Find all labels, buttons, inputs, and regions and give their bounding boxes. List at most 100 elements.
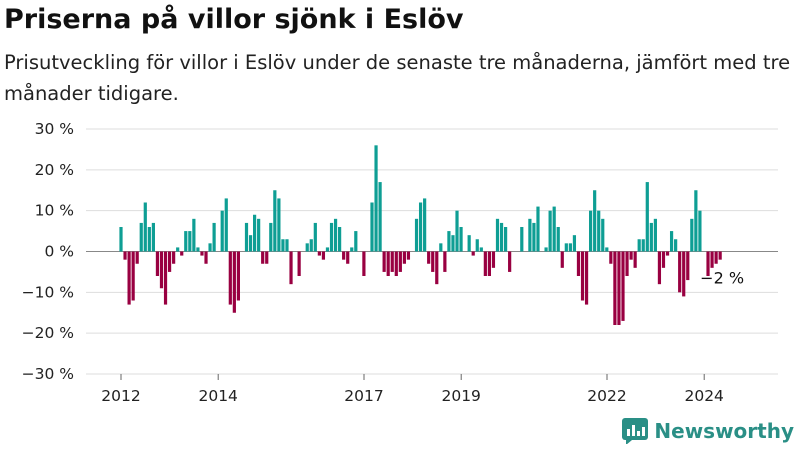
bar [698,210,702,252]
bar [532,222,536,252]
bar [714,251,718,264]
bar [589,210,593,252]
bar [212,222,216,252]
bar [232,251,236,313]
bar [564,243,568,252]
bar [605,247,609,252]
bar [277,198,281,252]
bar [289,251,293,285]
x-tick-label: 2024 [684,387,723,405]
chart-title: Priserna på villor sjönk i Eslöv [4,4,464,35]
bar [305,243,309,252]
y-tick-label: 30 % [35,120,74,138]
bar [123,251,127,260]
bar [706,251,710,276]
bar [155,251,160,276]
bar [261,251,265,264]
bar [609,251,613,264]
bar [253,214,257,252]
bar [188,231,192,252]
bar [718,251,722,260]
bar [180,251,184,256]
bar [459,227,463,252]
bar [536,206,540,252]
bar [613,251,617,325]
bar [568,243,572,252]
bar [556,227,560,252]
bar [236,251,240,301]
bar [329,222,334,252]
bar [297,251,301,276]
bar [572,235,577,252]
y-tick-label: 20 % [35,161,74,179]
bar [414,218,419,252]
bar [471,251,475,256]
bar [257,218,261,252]
bar [580,251,585,301]
bar [665,251,670,256]
bar [386,251,390,276]
bar [321,251,326,260]
bar [127,251,131,305]
bar [528,218,532,252]
bar [167,251,172,272]
bar [273,190,277,252]
y-tick-label: −20 % [22,324,74,342]
bar [649,222,653,252]
bar [451,235,455,252]
bar [593,190,597,252]
bar [370,202,374,252]
bar [637,239,641,252]
y-tick-label: −10 % [22,283,74,301]
bar [487,251,491,276]
bar [338,227,342,252]
x-tick-label: 2017 [344,387,383,405]
x-axis-labels: 2012 2014 2017 2019 2022 2024 [101,374,724,405]
x-tick-label: 2012 [101,387,140,405]
bar [269,222,273,252]
bar [406,251,411,260]
bar [597,210,601,252]
bar [455,210,459,252]
bar [119,227,123,252]
bar [147,227,151,252]
y-tick-label: −30 % [22,365,74,383]
x-tick-label: 2014 [198,387,237,405]
bar [653,218,657,252]
bar [378,182,382,252]
bar [548,210,552,252]
bar [196,247,200,252]
y-axis-labels: 30 % 20 % 10 % 0 % −10 % −20 % −30 % [22,120,74,383]
bar [285,239,289,252]
bar [139,222,143,252]
bar [645,182,649,252]
bar [669,231,674,252]
bar [362,251,366,276]
bar [163,251,168,305]
bar [682,251,686,297]
bar [661,251,666,268]
bar [439,243,443,252]
bar [342,251,346,260]
bar [678,251,682,293]
bar [244,222,249,252]
chart-subtitle: Prisutveckling för villor i Eslöv under … [4,51,791,105]
bar [499,222,504,252]
bar [402,251,406,264]
bar [467,235,471,252]
x-tick-label: 2019 [441,387,480,405]
bar [447,231,451,252]
bar [674,239,678,252]
bar [443,251,447,272]
bar [617,251,621,325]
last-value-label: −2 % [700,269,744,288]
bar [423,198,427,252]
bar [520,227,524,252]
bar [151,222,155,252]
bar [641,239,645,252]
bars-layer [119,145,722,325]
bar [374,145,378,252]
bar [427,251,431,264]
bar [504,227,508,252]
bar [475,239,479,252]
